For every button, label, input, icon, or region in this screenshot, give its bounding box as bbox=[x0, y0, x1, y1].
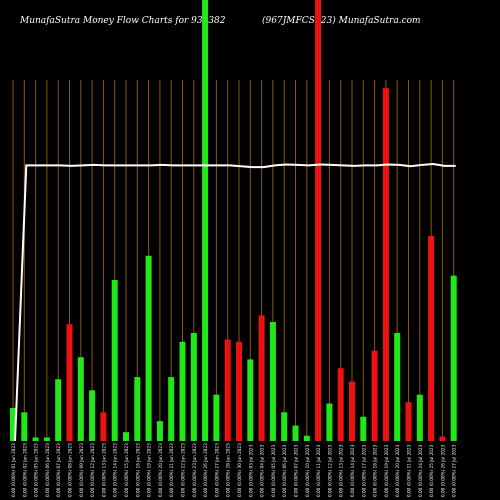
x-tick-label: 0.00 (0.00%) 22 Jun 2023 bbox=[181, 443, 186, 497]
bar bbox=[292, 425, 299, 441]
x-tick-label: 0.00 (0.00%) 23 Jun 2023 bbox=[192, 443, 197, 497]
chart-title: MunafaSutra Money Flow Charts for 936382 bbox=[20, 16, 226, 26]
x-tick-label: 0.00 (0.00%) 26 Jul 2023 bbox=[440, 444, 445, 497]
bar bbox=[450, 275, 457, 441]
x-tick-label: 0.00 (0.00%) 07 Jun 2023 bbox=[56, 443, 61, 497]
x-tick-label: 0.00 (0.00%) 18 Jul 2023 bbox=[373, 444, 378, 497]
bar bbox=[179, 341, 186, 441]
x-tick-label: 0.00 (0.00%) 20 Jun 2023 bbox=[158, 443, 163, 497]
x-tick-label: 0.00 (0.00%) 07 Jul 2023 bbox=[294, 444, 299, 497]
x-tick-label: 0.00 (0.00%) 03 Jul 2023 bbox=[248, 444, 253, 497]
bar bbox=[371, 350, 378, 441]
bar bbox=[21, 412, 28, 441]
bar bbox=[89, 390, 96, 441]
x-tick-label: 0.00 (0.00%) 10 Jul 2023 bbox=[305, 444, 310, 497]
x-tick-label: 0.00 (0.00%) 25 Jul 2023 bbox=[429, 444, 434, 497]
x-tick-label: 0.00 (0.00%) 11 Jul 2023 bbox=[316, 444, 321, 497]
bar bbox=[439, 436, 446, 441]
bar bbox=[111, 280, 118, 441]
x-tick-label: 0.00 (0.00%) 12 Jun 2023 bbox=[90, 443, 95, 497]
x-tick-label: 0.00 (0.00%) 19 Jun 2023 bbox=[147, 443, 152, 497]
x-tick-label: 0.00 (0.00%) 15 Jun 2023 bbox=[124, 443, 129, 497]
x-tick-label: 0.00 (0.00%) 09 Jun 2023 bbox=[79, 443, 84, 497]
x-tick-label: 0.00 (0.00%) 01 Jun 2023 bbox=[11, 443, 16, 497]
bar bbox=[55, 379, 62, 441]
bar bbox=[43, 437, 50, 441]
bar bbox=[168, 377, 175, 441]
bar bbox=[405, 402, 412, 441]
x-tick-label: 0.00 (0.00%) 16 Jun 2023 bbox=[135, 443, 140, 497]
x-tick-label: 0.00 (0.00%) 13 Jun 2023 bbox=[101, 443, 106, 497]
bar bbox=[281, 412, 288, 441]
x-tick-label: 0.00 (0.00%) 06 Jul 2023 bbox=[282, 444, 287, 497]
x-tick-label: 0.00 (0.00%) 05 Jun 2023 bbox=[34, 443, 39, 497]
bar bbox=[145, 255, 152, 441]
x-tick-label: 0.00 (0.00%) 05 Jul 2023 bbox=[271, 444, 276, 497]
x-tick-label: 0.00 (0.00%) 13 Jul 2023 bbox=[339, 444, 344, 497]
bar bbox=[134, 377, 141, 441]
money-flow-line bbox=[14, 163, 456, 442]
x-tick-label: 0.00 (0.00%) 26 Jun 2023 bbox=[203, 443, 208, 497]
bar bbox=[123, 432, 129, 441]
bar bbox=[337, 368, 344, 441]
x-tick-label: 0.00 (0.00%) 17 Jul 2023 bbox=[361, 444, 366, 497]
bar bbox=[428, 235, 435, 441]
bar bbox=[382, 88, 389, 441]
bar bbox=[416, 394, 423, 441]
bar bbox=[269, 321, 276, 441]
x-tick-label: 0.00 (0.00%) 08 Jun 2023 bbox=[68, 443, 73, 497]
x-tick-label: 0.00 (0.00%) 14 Jun 2023 bbox=[113, 443, 118, 497]
chart-subtitle: (967JMFCSL23) MunafaSutra.com bbox=[262, 16, 421, 26]
bar bbox=[156, 421, 163, 441]
bar bbox=[360, 416, 367, 441]
bar bbox=[213, 394, 220, 441]
x-tick-label: 0.00 (0.00%) 27 Jul 2023 bbox=[452, 444, 457, 497]
x-tick-label: 0.00 (0.00%) 24 Jul 2023 bbox=[418, 444, 423, 497]
bar bbox=[202, 0, 209, 441]
bar bbox=[394, 332, 401, 441]
x-tick-label: 0.00 (0.00%) 30 Jun 2023 bbox=[237, 443, 242, 497]
bar bbox=[303, 435, 310, 441]
bar bbox=[190, 332, 197, 441]
bar bbox=[77, 357, 84, 441]
bar bbox=[100, 412, 107, 441]
x-tick-label: 0.00 (0.00%) 27 Jun 2023 bbox=[214, 443, 219, 497]
x-tick-label: 0.00 (0.00%) 28 Jun 2023 bbox=[226, 443, 231, 497]
bar bbox=[315, 0, 322, 441]
x-tick-label: 0.00 (0.00%) 14 Jul 2023 bbox=[350, 444, 355, 497]
x-tick-label: 0.00 (0.00%) 12 Jul 2023 bbox=[327, 444, 332, 497]
x-tick-label: 0.00 (0.00%) 06 Jun 2023 bbox=[45, 443, 50, 497]
bar bbox=[326, 403, 333, 441]
x-tick-label: 0.00 (0.00%) 04 Jul 2023 bbox=[260, 444, 265, 497]
x-tick-label: 0.00 (0.00%) 21 Jun 2023 bbox=[169, 443, 174, 497]
bar bbox=[258, 315, 265, 441]
bar bbox=[66, 324, 73, 441]
bar bbox=[32, 437, 39, 441]
bar bbox=[224, 339, 231, 441]
x-tick-label: 0.00 (0.00%) 19 Jul 2023 bbox=[384, 444, 389, 497]
bar bbox=[349, 381, 355, 441]
x-tick-label: 0.00 (0.00%) 02 Jun 2023 bbox=[22, 443, 27, 497]
x-tick-label: 0.00 (0.00%) 20 Jul 2023 bbox=[395, 444, 400, 497]
bar bbox=[10, 407, 16, 441]
bar bbox=[236, 341, 242, 441]
x-tick-label: 0.00 (0.00%) 21 Jul 2023 bbox=[407, 444, 412, 497]
bar bbox=[247, 359, 254, 441]
